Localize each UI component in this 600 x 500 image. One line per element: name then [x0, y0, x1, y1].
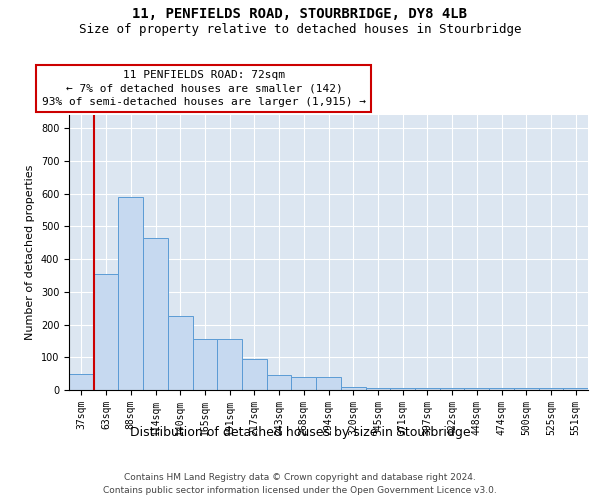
- Bar: [316, 377, 341, 390]
- Bar: [292, 377, 316, 390]
- Y-axis label: Number of detached properties: Number of detached properties: [25, 165, 35, 340]
- Text: 11, PENFIELDS ROAD, STOURBRIDGE, DY8 4LB: 11, PENFIELDS ROAD, STOURBRIDGE, DY8 4LB: [133, 8, 467, 22]
- Bar: [168, 316, 193, 390]
- Bar: [489, 388, 514, 390]
- Text: Size of property relative to detached houses in Stourbridge: Size of property relative to detached ho…: [79, 22, 521, 36]
- Text: Distribution of detached houses by size in Stourbridge: Distribution of detached houses by size …: [130, 426, 470, 439]
- Bar: [69, 374, 94, 390]
- Bar: [514, 388, 539, 390]
- Bar: [440, 388, 464, 390]
- Bar: [390, 388, 415, 390]
- Bar: [415, 388, 440, 390]
- Bar: [143, 238, 168, 390]
- Bar: [341, 386, 365, 390]
- Text: 11 PENFIELDS ROAD: 72sqm
← 7% of detached houses are smaller (142)
93% of semi-d: 11 PENFIELDS ROAD: 72sqm ← 7% of detache…: [42, 70, 366, 107]
- Bar: [94, 274, 118, 390]
- Bar: [464, 388, 489, 390]
- Bar: [217, 340, 242, 390]
- Bar: [242, 359, 267, 390]
- Bar: [563, 388, 588, 390]
- Text: Contains HM Land Registry data © Crown copyright and database right 2024.
Contai: Contains HM Land Registry data © Crown c…: [103, 474, 497, 495]
- Bar: [365, 388, 390, 390]
- Bar: [193, 340, 217, 390]
- Bar: [539, 388, 563, 390]
- Bar: [118, 197, 143, 390]
- Bar: [267, 376, 292, 390]
